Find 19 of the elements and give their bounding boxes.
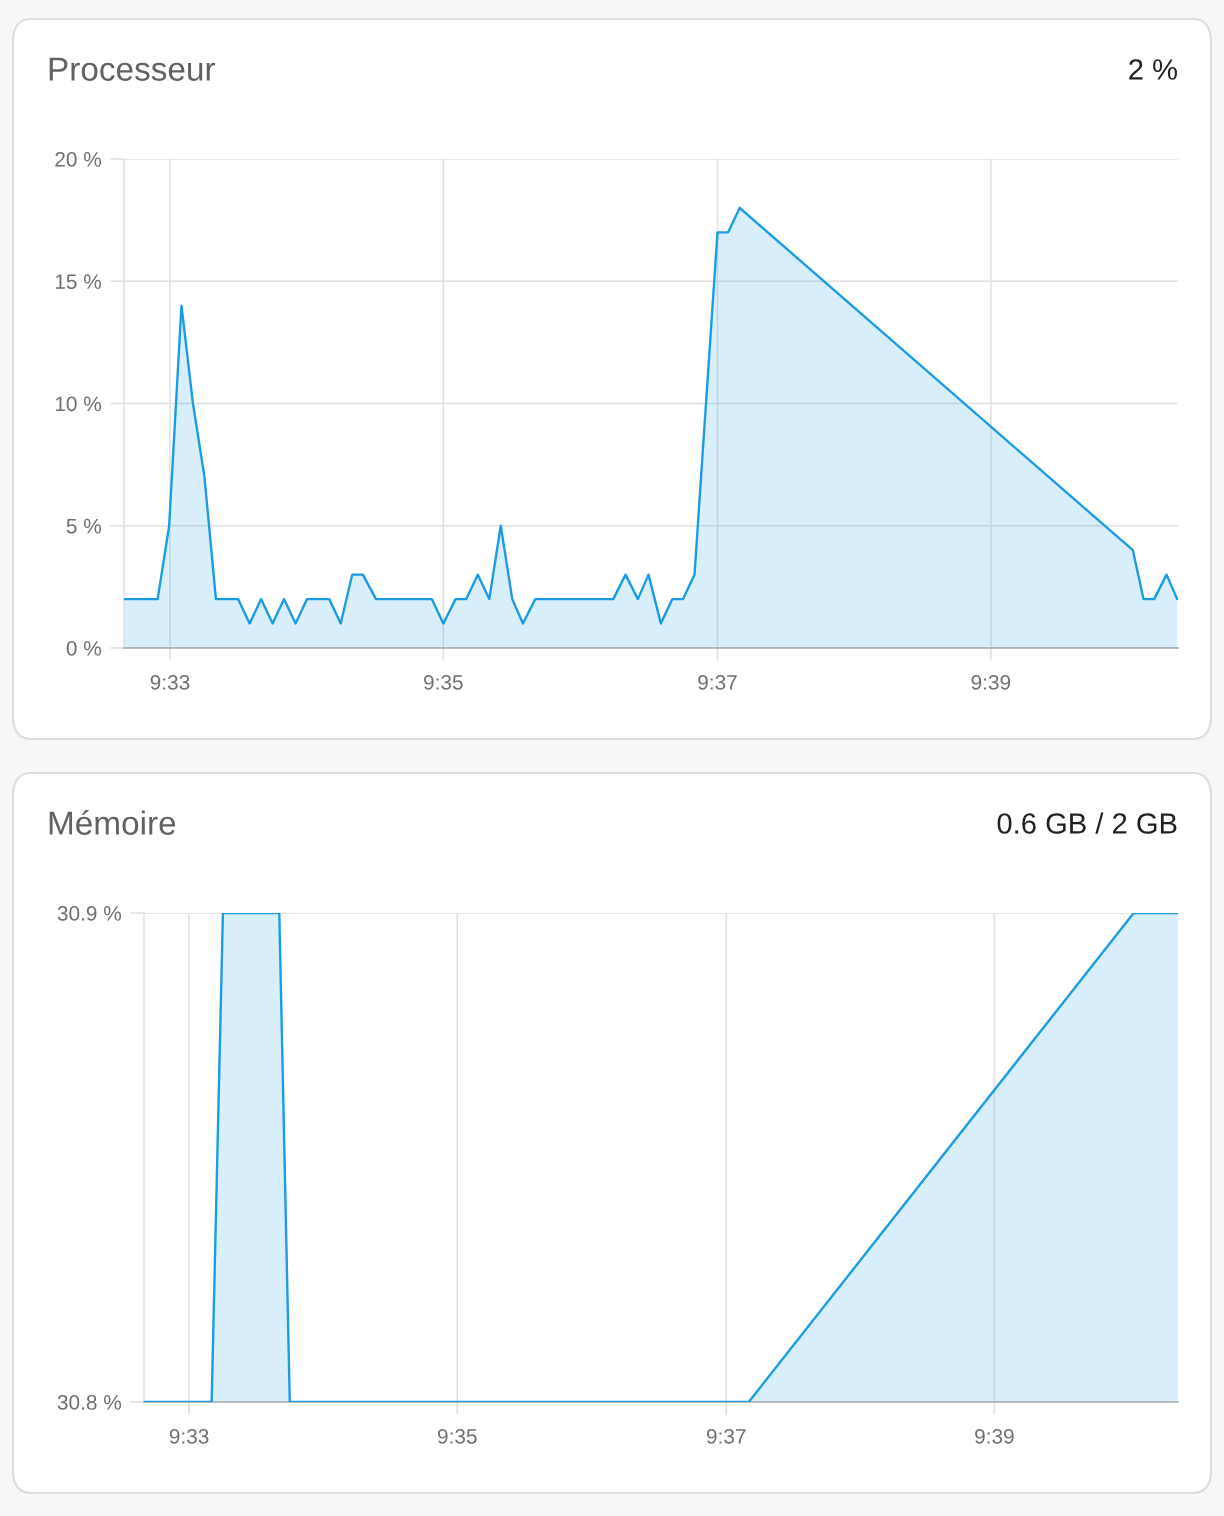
x-tick-label: 9:33 xyxy=(169,1428,209,1444)
x-tick-label: 9:39 xyxy=(975,1428,1014,1444)
x-tick-label: 9:37 xyxy=(698,674,737,690)
chart-title: Processeur xyxy=(49,57,216,81)
x-tick-label: 9:39 xyxy=(971,674,1011,690)
x-tick-label: 9:35 xyxy=(424,674,463,690)
y-tick-label: 30.8 % xyxy=(57,1395,122,1410)
y-tick-label: 20 % xyxy=(55,152,102,167)
y-tick-label: 0 % xyxy=(66,641,102,656)
y-tick-label: 30.9 % xyxy=(57,906,122,921)
x-tick-label: 9:35 xyxy=(437,1428,477,1444)
y-tick-label: 10 % xyxy=(55,396,102,412)
chart-subtitle: 2 % xyxy=(1129,59,1177,80)
x-tick-label: 9:33 xyxy=(150,674,190,690)
chart-title: Mémoire xyxy=(49,810,176,835)
chart-subtitle: 0.6 GB / 2 GB xyxy=(997,812,1177,834)
x-tick-label: 9:37 xyxy=(706,1428,746,1444)
y-tick-label: 15 % xyxy=(55,274,102,289)
y-tick-label: 5 % xyxy=(66,518,102,534)
